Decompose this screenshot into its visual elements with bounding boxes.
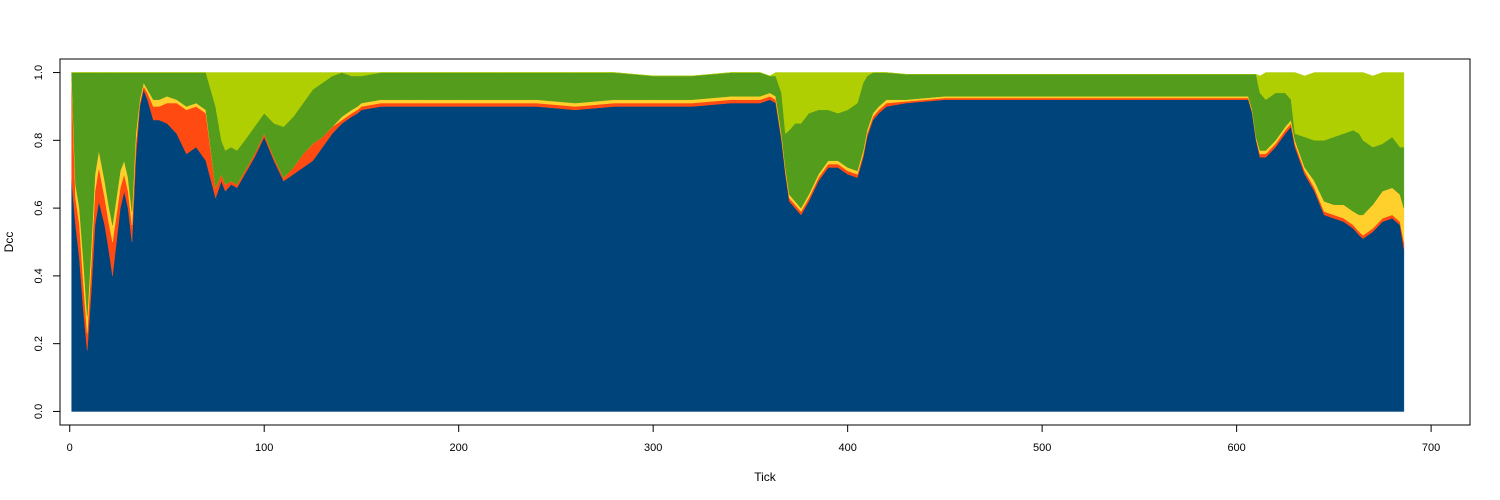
x-tick-label: 700: [1422, 442, 1440, 454]
y-axis-title: Dcc: [2, 232, 16, 253]
x-axis: 0 100 200 300 400 500 600 700: [67, 424, 1440, 454]
y-tick-label: 0.0: [33, 404, 45, 419]
x-tick-label: 500: [1033, 442, 1051, 454]
series-area-5: [71, 72, 1405, 151]
x-tick-label: 600: [1227, 442, 1245, 454]
x-tick-label: 200: [450, 442, 468, 454]
y-tick-label: 1.0: [33, 65, 45, 80]
x-tick-label: 300: [644, 442, 662, 454]
x-tick-label: 100: [255, 442, 273, 454]
y-axis: 0.0 0.2 0.4 0.6 0.8 1.0: [33, 65, 61, 419]
y-tick-label: 0.6: [33, 200, 45, 215]
y-tick-label: 0.4: [33, 268, 45, 283]
x-tick-label: 0: [67, 442, 73, 454]
series-areas: [71, 72, 1405, 412]
y-tick-label: 0.8: [33, 133, 45, 148]
y-tick-label: 0.2: [33, 336, 45, 351]
x-axis-title: Tick: [754, 470, 777, 484]
x-tick-label: 400: [838, 442, 856, 454]
